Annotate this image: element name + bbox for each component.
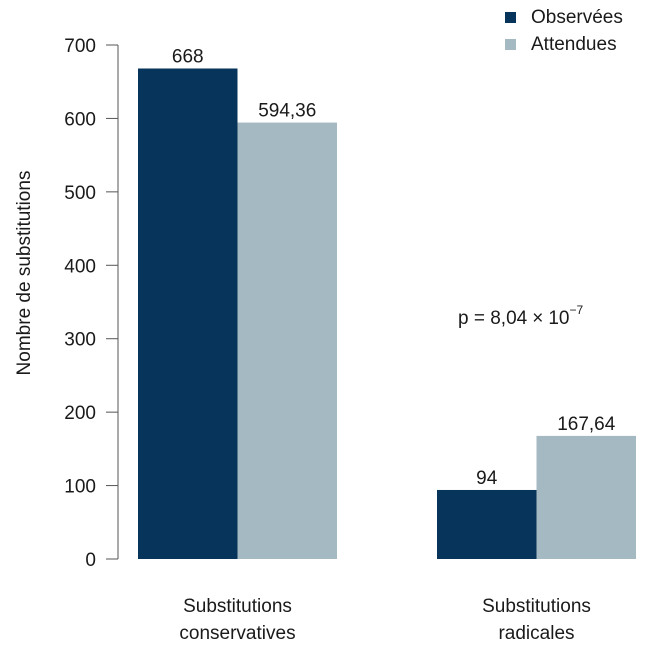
bar-value-label: 594,36	[258, 101, 316, 122]
legend-swatch	[505, 12, 516, 23]
bars	[138, 68, 636, 560]
legend: Observées Attendues	[505, 7, 623, 55]
bar-value-label: 668	[172, 46, 204, 67]
category-label: Substitutions	[183, 596, 292, 617]
bar-value-label: 167,64	[557, 414, 616, 435]
y-axis-label: Nombre de substitutions	[14, 171, 35, 376]
p-value-text: p = 8,04	[458, 308, 528, 329]
y-tick-label: 100	[64, 477, 96, 498]
y-tick-label: 500	[64, 183, 96, 204]
y-tick-label: 600	[64, 109, 96, 130]
times-sign: ×	[532, 308, 543, 329]
exponent: −7	[569, 303, 583, 317]
legend-label: Attendues	[531, 34, 617, 55]
category-label: Substitutions	[482, 596, 591, 617]
bar-attendues	[237, 122, 337, 559]
bar-observees	[138, 68, 238, 560]
y-tick-label: 200	[64, 403, 96, 424]
bar-observees	[437, 489, 537, 559]
bar-attendues	[536, 435, 636, 559]
y-tick-label: 300	[64, 330, 96, 351]
bar-value-label: 94	[476, 468, 498, 489]
y-tick-label: 0	[85, 550, 96, 571]
category-label: conservatives	[179, 623, 295, 644]
labels: 668 594,36 Substitutions conservatives 94 167…	[172, 46, 616, 644]
legend-swatch	[505, 39, 516, 50]
legend-label: Observées	[531, 7, 623, 28]
y-tick-label: 700	[64, 36, 96, 57]
p-value-annotation: p = 8,04 × 10−7	[458, 303, 583, 329]
y-tick-label: 400	[64, 256, 96, 277]
category-label: radicales	[498, 623, 574, 644]
axis-layer: 0 100 200 300 400 500 600 700	[64, 36, 119, 571]
power-base: 10	[548, 308, 569, 329]
